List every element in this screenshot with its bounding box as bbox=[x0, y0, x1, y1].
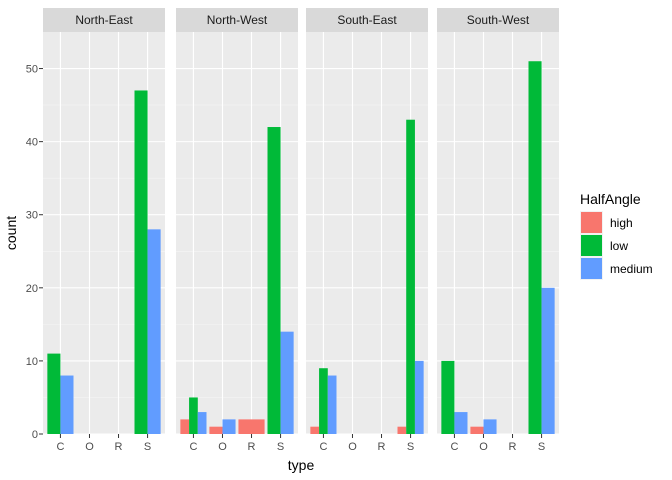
legend-swatch-high bbox=[581, 212, 602, 233]
facet-strip bbox=[437, 8, 559, 32]
legend-label-medium: medium bbox=[610, 262, 653, 276]
bar-medium bbox=[222, 419, 236, 434]
bar-high bbox=[397, 426, 407, 434]
facet-strip-label: North-West bbox=[207, 13, 268, 27]
x-tick-label: R bbox=[378, 441, 386, 453]
bar-medium bbox=[60, 375, 74, 434]
facet-strip bbox=[306, 8, 428, 32]
x-tick-label: R bbox=[509, 441, 517, 453]
facet-strip bbox=[43, 8, 165, 32]
x-tick-label: S bbox=[407, 441, 414, 453]
facet-strip-label: South-West bbox=[467, 13, 530, 27]
bar-medium bbox=[414, 360, 424, 434]
bar-medium bbox=[280, 331, 294, 434]
bar-low bbox=[441, 360, 455, 434]
x-tick-label: O bbox=[85, 441, 94, 453]
x-tick-label: S bbox=[277, 441, 284, 453]
y-tick-label: 30 bbox=[26, 210, 38, 222]
y-tick-label: 20 bbox=[26, 283, 38, 295]
bar-medium bbox=[197, 412, 207, 434]
bar-medium bbox=[147, 229, 161, 434]
bar-high bbox=[209, 426, 223, 434]
legend-label-low: low bbox=[610, 239, 628, 253]
y-tick-label: 10 bbox=[26, 356, 38, 368]
bar-medium bbox=[327, 375, 337, 434]
bar-low bbox=[47, 353, 61, 434]
bar-high bbox=[180, 419, 190, 434]
x-tick-label: O bbox=[479, 441, 488, 453]
bar-low bbox=[528, 61, 542, 435]
x-tick-label: C bbox=[319, 441, 327, 453]
facet-strip-label: South-East bbox=[337, 13, 397, 27]
legend-swatch-medium bbox=[581, 258, 602, 279]
x-tick-label: S bbox=[144, 441, 151, 453]
bar-low bbox=[267, 127, 281, 434]
bar-high bbox=[310, 426, 320, 434]
x-tick-label: C bbox=[56, 441, 64, 453]
x-tick-label: O bbox=[348, 441, 357, 453]
x-tick-label: O bbox=[218, 441, 227, 453]
x-axis-title: type bbox=[288, 457, 315, 473]
legend-swatch-low bbox=[581, 235, 602, 256]
bar-medium bbox=[454, 412, 468, 434]
x-tick-label: C bbox=[450, 441, 458, 453]
bar-low bbox=[189, 397, 198, 434]
bar-high bbox=[470, 426, 484, 434]
facet-strip-label: North-East bbox=[75, 13, 133, 27]
y-axis-title: count bbox=[3, 216, 19, 250]
y-tick-label: 40 bbox=[26, 137, 38, 149]
y-tick-label: 0 bbox=[32, 429, 38, 441]
bar-low bbox=[319, 368, 328, 434]
bar-high bbox=[238, 419, 265, 434]
legend-label-high: high bbox=[610, 216, 633, 230]
bar-low bbox=[134, 90, 148, 435]
bar-medium bbox=[483, 419, 497, 434]
x-tick-label: C bbox=[189, 441, 197, 453]
x-tick-label: S bbox=[538, 441, 545, 453]
x-tick-label: R bbox=[115, 441, 123, 453]
bar-medium bbox=[541, 287, 555, 434]
y-tick-label: 50 bbox=[26, 64, 38, 76]
x-tick-label: R bbox=[248, 441, 256, 453]
bar-low bbox=[406, 119, 415, 434]
facet-strip bbox=[176, 8, 298, 32]
legend-title: HalfAngle bbox=[580, 191, 641, 207]
